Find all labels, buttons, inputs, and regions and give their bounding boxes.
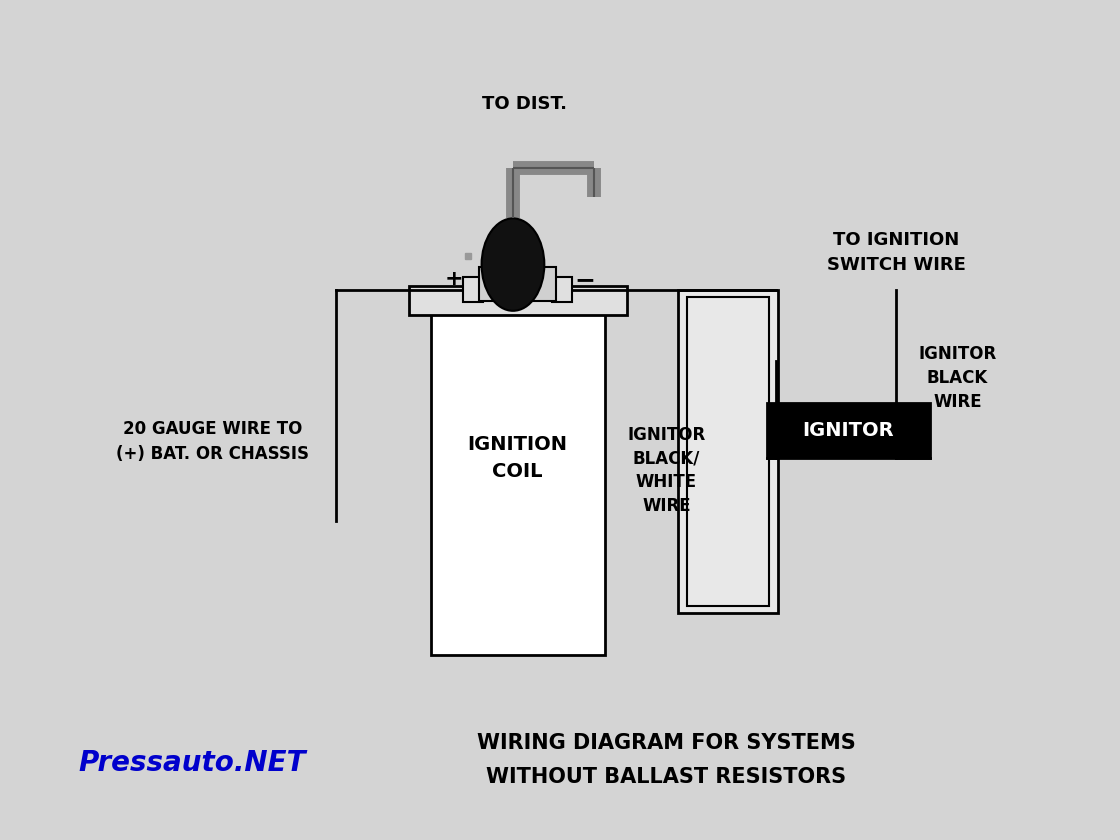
Text: −: −: [575, 269, 595, 292]
Text: WIRING DIAGRAM FOR SYSTEMS: WIRING DIAGRAM FOR SYSTEMS: [477, 733, 856, 753]
Bar: [431, 302, 605, 655]
Text: IGNITION
COIL: IGNITION COIL: [467, 435, 568, 480]
Bar: [678, 290, 778, 613]
Text: Pressauto.NET: Pressauto.NET: [78, 748, 306, 777]
Bar: [687, 297, 769, 606]
Text: +: +: [445, 269, 463, 289]
Bar: [463, 277, 483, 302]
Bar: [479, 267, 556, 301]
Text: IGNITOR
BLACK
WIRE: IGNITOR BLACK WIRE: [918, 345, 997, 411]
Text: 20 GAUGE WIRE TO
(+) BAT. OR CHASSIS: 20 GAUGE WIRE TO (+) BAT. OR CHASSIS: [116, 419, 309, 463]
Text: IGNITOR
BLACK/
WHITE
WIRE: IGNITOR BLACK/ WHITE WIRE: [627, 426, 706, 515]
Bar: [767, 403, 930, 458]
Text: IGNITOR: IGNITOR: [803, 421, 894, 440]
Text: TO DIST.: TO DIST.: [482, 96, 567, 113]
Bar: [409, 286, 627, 315]
Text: WITHOUT BALLAST RESISTORS: WITHOUT BALLAST RESISTORS: [486, 767, 847, 787]
Ellipse shape: [482, 218, 544, 311]
Bar: [552, 277, 572, 302]
Text: TO IGNITION
SWITCH WIRE: TO IGNITION SWITCH WIRE: [827, 230, 965, 274]
